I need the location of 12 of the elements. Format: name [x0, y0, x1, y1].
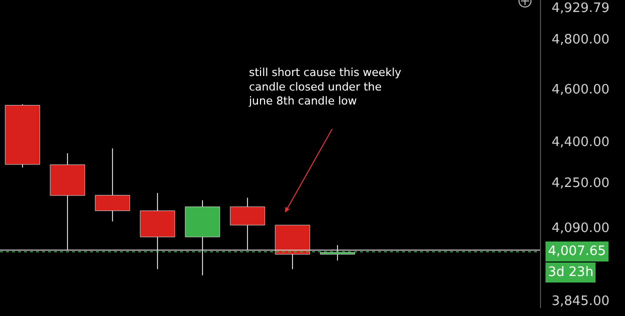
y-tick-label: 4,250.00: [552, 176, 610, 191]
candlestick: [94, 148, 130, 222]
y-tick-label: 4,400.00: [552, 134, 610, 150]
y-tick-label: 4,800.00: [552, 32, 610, 48]
y-tick-label: 4,090.00: [552, 221, 610, 236]
text: 3d 23h: [548, 265, 594, 280]
y-tick-label: 4,600.00: [552, 82, 610, 98]
ref-line-label: 4,007.65: [548, 244, 606, 259]
y-tick-label: 3,845.00: [552, 294, 610, 310]
y-tick-label: 4,929.79: [552, 0, 610, 16]
annotation: still short cause this weekly candle closed under the june 8th candle low: [248, 66, 402, 108]
candlestick: [4, 104, 40, 168]
